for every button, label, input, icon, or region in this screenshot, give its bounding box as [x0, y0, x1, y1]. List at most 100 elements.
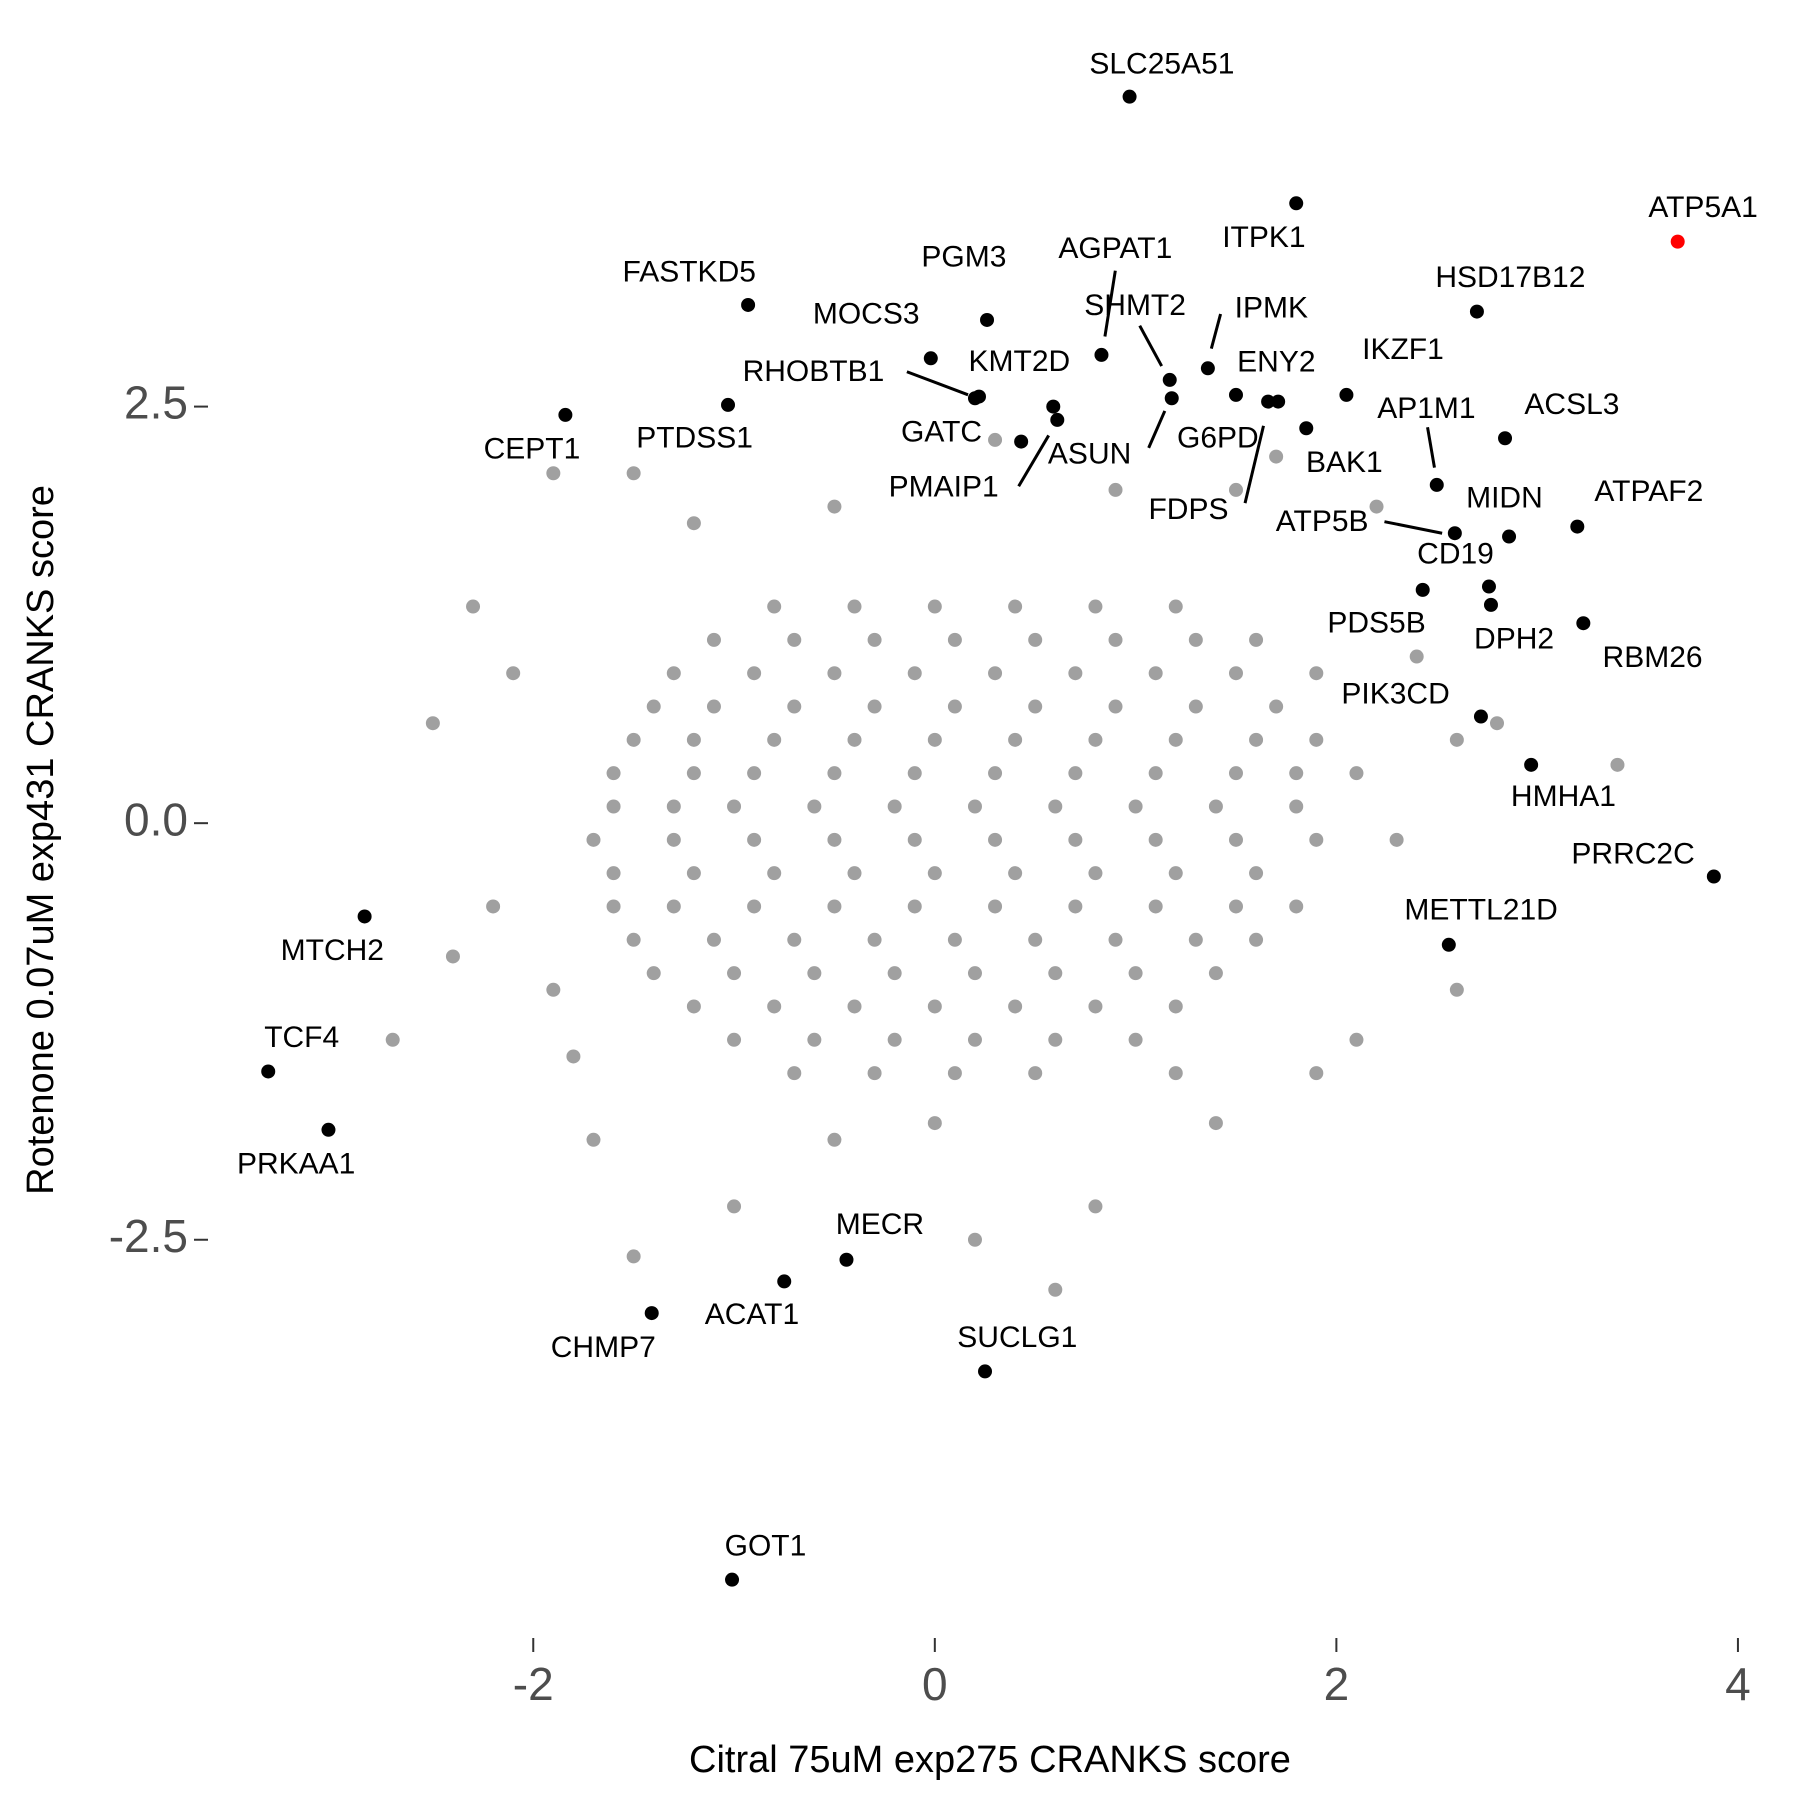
- background-point: [907, 766, 922, 781]
- background-point: [1168, 999, 1183, 1014]
- background-point: [1409, 649, 1424, 664]
- background-point: [1389, 832, 1404, 847]
- labeled-point: [1299, 421, 1314, 436]
- background-point: [606, 766, 621, 781]
- background-point: [927, 599, 942, 614]
- background-point: [807, 799, 822, 814]
- point-label: DPH2: [1474, 623, 1554, 656]
- background-point: [1188, 932, 1203, 947]
- background-point: [767, 999, 782, 1014]
- labeled-point: [261, 1064, 276, 1079]
- point-label: SLC25A51: [1089, 47, 1234, 80]
- background-point: [686, 866, 701, 881]
- labeled-point: [1200, 361, 1215, 376]
- background-point: [1068, 832, 1083, 847]
- background-point: [1309, 666, 1324, 681]
- background-point: [646, 966, 661, 981]
- point-label: BAK1: [1306, 446, 1383, 479]
- background-point: [1008, 866, 1023, 881]
- labeled-point: [1524, 757, 1539, 772]
- point-label: METTL21D: [1404, 893, 1557, 926]
- background-point: [827, 766, 842, 781]
- labeled-point: [1498, 431, 1513, 446]
- background-point: [546, 466, 561, 481]
- background-point: [1168, 866, 1183, 881]
- background-point: [927, 866, 942, 881]
- background-point: [867, 699, 882, 714]
- background-point: [827, 832, 842, 847]
- point-label: HMHA1: [1511, 780, 1616, 813]
- point-label: KMT2D: [969, 345, 1071, 378]
- labeled-point: [1046, 399, 1061, 414]
- leader-line: [1384, 520, 1443, 535]
- background-point: [1168, 599, 1183, 614]
- background-point: [385, 1032, 400, 1047]
- background-point: [1148, 666, 1163, 681]
- background-point: [1490, 716, 1505, 731]
- point-label: AGPAT1: [1058, 232, 1172, 265]
- background-point: [907, 832, 922, 847]
- background-point: [666, 666, 681, 681]
- background-point: [887, 1032, 902, 1047]
- labeled-point: [1415, 582, 1430, 597]
- leader-line: [1138, 324, 1163, 367]
- labeled-point: [1706, 869, 1721, 884]
- labeled-point: [1289, 196, 1304, 211]
- background-point: [686, 766, 701, 781]
- background-point: [1208, 1116, 1223, 1131]
- background-point: [626, 1249, 641, 1264]
- background-point: [988, 899, 1003, 914]
- background-point: [1309, 832, 1324, 847]
- point-label: PRRC2C: [1571, 838, 1694, 871]
- background-point: [1610, 757, 1625, 772]
- background-point: [787, 632, 802, 647]
- background-point: [907, 899, 922, 914]
- background-point: [1048, 799, 1063, 814]
- background-point: [1349, 1032, 1364, 1047]
- point-label: CHMP7: [551, 1331, 656, 1364]
- background-point: [706, 632, 721, 647]
- x-axis-title: Citral 75uM exp275 CRANKS score: [689, 1739, 1291, 1781]
- labeled-point: [1162, 372, 1177, 387]
- point-label: RBM26: [1603, 641, 1703, 674]
- y-tick-label: 2.5: [124, 377, 188, 429]
- labeled-point: [1481, 579, 1496, 594]
- background-point: [867, 932, 882, 947]
- background-point: [927, 999, 942, 1014]
- background-point: [747, 666, 762, 681]
- background-point: [1108, 482, 1123, 497]
- background-point: [1048, 966, 1063, 981]
- background-point: [1088, 1199, 1103, 1214]
- labeled-point: [980, 312, 995, 327]
- labeled-point: [1014, 434, 1029, 449]
- labeled-point: [1271, 394, 1286, 409]
- leader-line: [1243, 425, 1265, 504]
- labeled-point: [1339, 387, 1354, 402]
- background-point: [626, 466, 641, 481]
- background-point: [586, 1132, 601, 1147]
- background-point: [827, 666, 842, 681]
- background-point: [807, 1032, 822, 1047]
- background-point: [1088, 999, 1103, 1014]
- background-point: [907, 666, 922, 681]
- background-point: [1028, 632, 1043, 647]
- background-point: [1168, 732, 1183, 747]
- point-label: ENY2: [1237, 346, 1315, 379]
- background-point: [967, 799, 982, 814]
- point-label: MECR: [836, 1208, 924, 1241]
- background-point: [666, 899, 681, 914]
- point-label: SHMT2: [1084, 289, 1186, 322]
- background-point: [1088, 599, 1103, 614]
- background-point: [827, 499, 842, 514]
- background-point: [867, 1066, 882, 1081]
- point-label: IPMK: [1235, 291, 1308, 324]
- y-tick-label: 0.0: [124, 793, 188, 845]
- labeled-point: [1576, 616, 1591, 631]
- background-point: [1228, 666, 1243, 681]
- background-point: [1289, 766, 1304, 781]
- background-point: [666, 799, 681, 814]
- background-point: [1208, 799, 1223, 814]
- background-point: [967, 1032, 982, 1047]
